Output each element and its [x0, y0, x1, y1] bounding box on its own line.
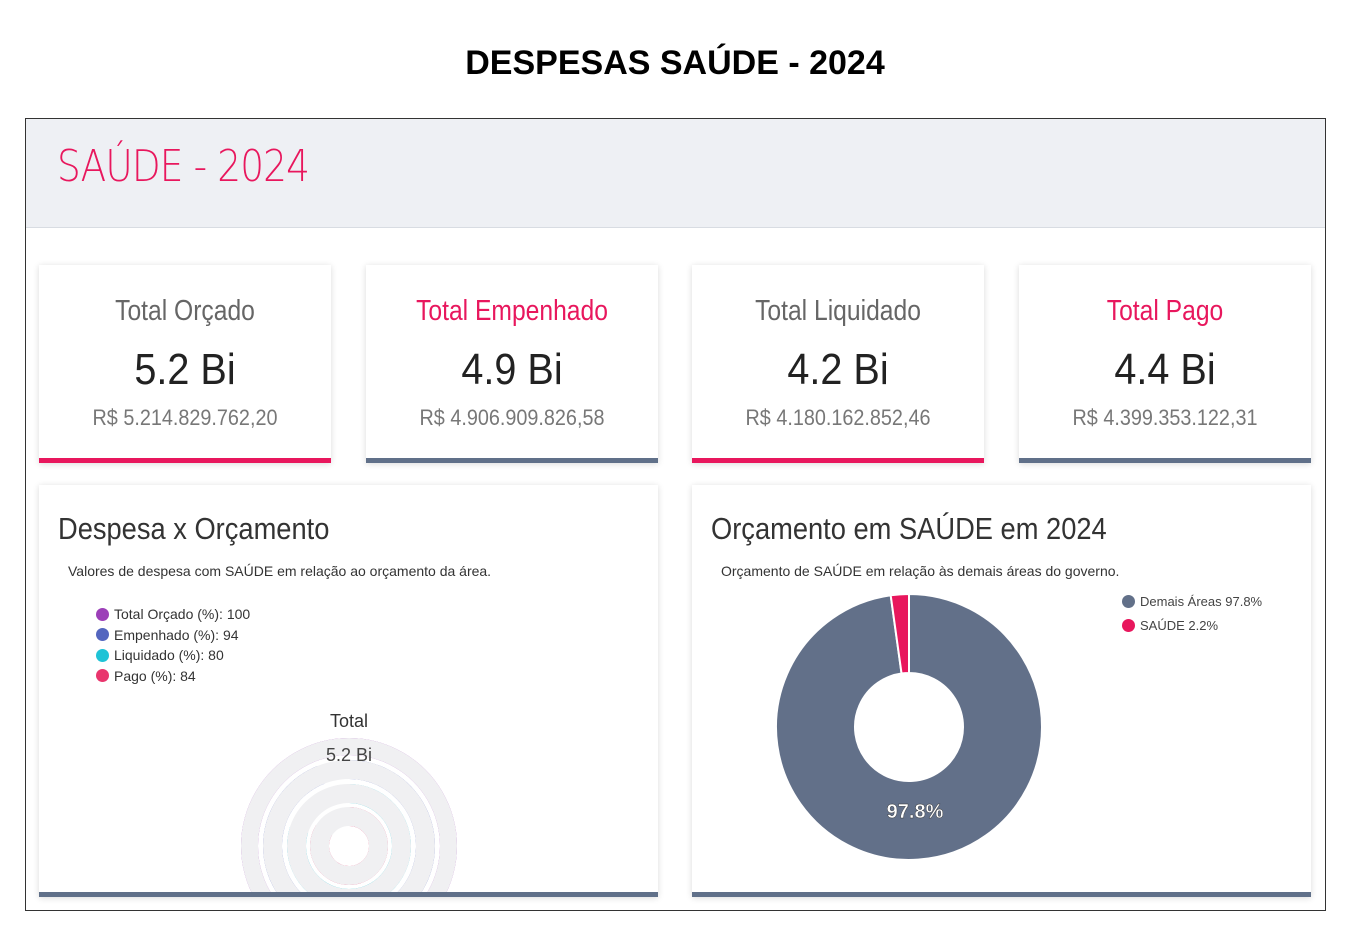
card-total-liquidado: Total Liquidado 4.2 Bi R$ 4.180.162.852,…: [692, 265, 984, 463]
card-value: 4.9 Bi: [461, 345, 563, 394]
panel-despesa-orcamento: Despesa x Orçamento Valores de despesa c…: [39, 485, 658, 897]
card-amount: R$ 5.214.829.762,20: [92, 405, 278, 430]
legend-dot: [1122, 594, 1135, 608]
panel-orcamento-saude: Orçamento em SAÚDE em 2024 Orçamento de …: [692, 485, 1311, 897]
donut-chart: 97.8%: [775, 592, 1044, 861]
card-bar: [692, 458, 984, 463]
radial-track: [309, 807, 388, 885]
radial-legend: Total Orçado (%): 100 Empenhado (%): 94 …: [96, 604, 250, 686]
slice-label: 97.8%: [887, 801, 944, 823]
radial-track: [286, 784, 411, 897]
legend-label: SAÚDE 2.2%: [1140, 617, 1219, 633]
legend-dot: [1122, 618, 1135, 632]
legend-item[interactable]: Total Orçado (%): 100: [96, 604, 250, 625]
card-title: Total Orçado: [115, 295, 255, 327]
panel-bar: [39, 892, 658, 897]
card-value: 5.2 Bi: [134, 345, 236, 394]
legend-label: Pago (%): 84: [114, 667, 196, 684]
card-total-empenhado: Total Empenhado 4.9 Bi R$ 4.906.909.826,…: [366, 265, 658, 463]
legend-item[interactable]: Demais Áreas 97.8%: [1122, 589, 1262, 613]
panel-subtitle: Valores de despesa com SAÚDE em relação …: [68, 563, 492, 579]
card-value: 4.4 Bi: [1114, 345, 1216, 394]
dashboard-frame: SAÚDE - 2024 Total Orçado 5.2 Bi R$ 5.21…: [25, 118, 1326, 911]
legend-label: Total Orçado (%): 100: [114, 606, 251, 623]
card-bar: [366, 458, 658, 463]
legend-label: Liquidado (%): 80: [114, 647, 224, 664]
card-amount: R$ 4.180.162.852,46: [745, 405, 931, 430]
legend-label: Empenhado (%): 94: [114, 626, 239, 643]
card-amount: R$ 4.399.353.122,31: [1072, 405, 1258, 430]
card-value: 4.2 Bi: [787, 345, 889, 394]
card-title: Total Pago: [1106, 295, 1224, 327]
pie-legend: Demais Áreas 97.8% SAÚDE 2.2%: [1122, 589, 1262, 637]
legend-label: Demais Áreas 97.8%: [1140, 593, 1263, 609]
page-title: DESPESAS SAÚDE - 2024: [465, 44, 885, 82]
legend-dot: [96, 669, 109, 683]
center-value: 5.2 Bi: [326, 745, 372, 765]
dashboard-title: SAÚDE - 2024: [57, 141, 310, 192]
legend-dot: [96, 607, 109, 621]
legend-item[interactable]: Pago (%): 84: [96, 666, 250, 687]
center-label: Total: [330, 711, 368, 731]
dashboard-header: SAÚDE - 2024: [26, 119, 1325, 228]
legend-dot: [96, 648, 109, 662]
panel-subtitle: Orçamento de SAÚDE em relação às demais …: [721, 563, 1120, 579]
panel-title: Despesa x Orçamento: [58, 511, 330, 546]
card-bar: [1019, 458, 1311, 463]
card-amount: R$ 4.906.909.826,58: [419, 405, 605, 430]
legend-item[interactable]: SAÚDE 2.2%: [1122, 613, 1262, 637]
radial-track: [263, 760, 435, 897]
legend-item[interactable]: Liquidado (%): 80: [96, 645, 250, 666]
card-bar: [39, 458, 331, 463]
legend-dot: [96, 628, 109, 642]
card-title: Total Liquidado: [755, 295, 921, 327]
card-total-orcado: Total Orçado 5.2 Bi R$ 5.214.829.762,20: [39, 265, 331, 463]
pie-slice-saude: [889, 592, 910, 675]
card-total-pago: Total Pago 4.4 Bi R$ 4.399.353.122,31: [1019, 265, 1311, 463]
radial-bar-chart: Total 5.2 Bi: [241, 711, 457, 897]
legend-item[interactable]: Empenhado (%): 94: [96, 625, 250, 646]
radial-track: [241, 738, 457, 897]
pie-slice-demais-areas: [775, 592, 1044, 861]
card-title: Total Empenhado: [416, 295, 608, 327]
panel-title: Orçamento em SAÚDE em 2024: [711, 511, 1107, 546]
panel-bar: [692, 892, 1311, 897]
